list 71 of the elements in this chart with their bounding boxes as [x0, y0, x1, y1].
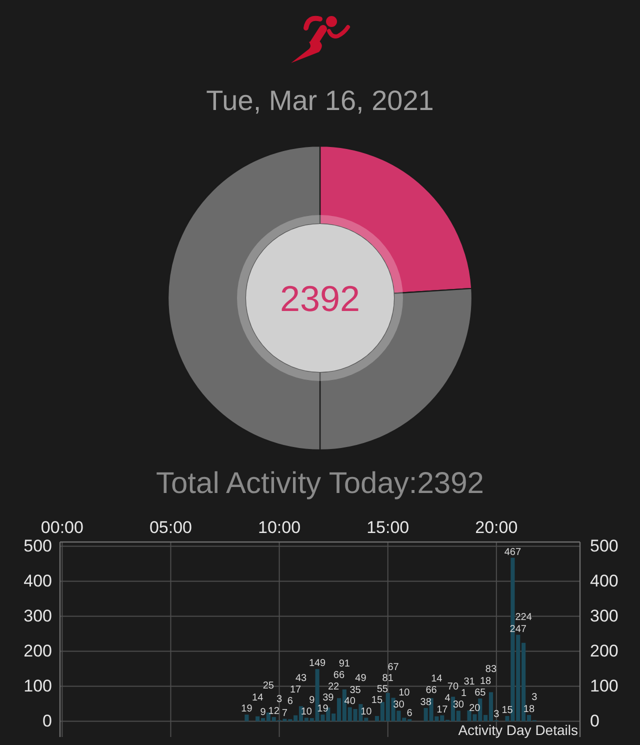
data-label: 30: [452, 700, 464, 711]
data-label: 7: [282, 708, 288, 719]
data-label: 25: [262, 680, 274, 692]
x-tick-label: 15:00: [366, 518, 410, 537]
data-label: 15: [502, 704, 514, 716]
data-label: 19: [317, 704, 329, 715]
data-label: 467: [504, 546, 522, 558]
data-label: 31: [464, 676, 476, 688]
x-tick-label: 00:00: [40, 518, 84, 537]
data-label: 3: [532, 692, 538, 704]
data-label: 18: [480, 676, 492, 687]
text: Total Activity Today:2392: [156, 467, 484, 500]
data-label: 224: [515, 612, 532, 623]
x-tick-label: 10:00: [258, 518, 301, 537]
data-label: 149: [308, 658, 326, 670]
data-label: 65: [474, 687, 486, 698]
data-label: 15: [371, 694, 383, 706]
chart-title: Tue, Mar 16, 2021: [206, 85, 434, 116]
data-label: 39: [322, 692, 334, 704]
data-label: 43: [295, 673, 307, 684]
y-tick-label: 200: [24, 642, 52, 661]
y2-tick-label: 400: [590, 572, 618, 591]
data-label: 18: [523, 704, 535, 715]
data-label: 22: [328, 682, 340, 693]
data-label: 91: [338, 658, 350, 670]
text: 2392: [280, 278, 360, 319]
y-tick-label: 300: [24, 606, 52, 626]
y2-tick-label: 100: [590, 676, 618, 696]
data-label: 3: [276, 694, 283, 706]
data-label: 6: [287, 696, 294, 708]
y2-tick-label: 300: [590, 606, 618, 626]
data-label: 10: [398, 688, 410, 699]
data-label: 55: [376, 684, 388, 695]
data-label: 17: [290, 684, 302, 696]
data-label: 40: [344, 696, 356, 708]
y-tick-label: 100: [24, 676, 52, 696]
data-label: 1: [461, 688, 468, 699]
data-label: 38: [420, 696, 432, 708]
data-label: 6: [406, 708, 413, 720]
y2-tick-label: 0: [590, 712, 600, 731]
x-tick-label: 20:00: [475, 518, 518, 537]
y2-tick-label: 500: [590, 536, 618, 556]
data-label: 20: [469, 703, 481, 714]
data-label: 10: [300, 706, 312, 718]
data-label: 3: [494, 709, 500, 720]
data-label: 83: [485, 664, 497, 676]
y2-tick-label: 200: [590, 642, 618, 661]
data-label: 49: [355, 673, 367, 684]
data-label: 247: [510, 624, 527, 635]
y-tick-label: 0: [42, 712, 52, 731]
data-label: 19: [241, 704, 253, 715]
data-label: 35: [350, 684, 362, 696]
data-label: 81: [382, 672, 394, 684]
data-label: 66: [426, 685, 438, 696]
data-label: 17: [436, 704, 448, 716]
data-label: 9: [309, 695, 316, 706]
data-label: 4: [444, 692, 451, 704]
data-label: 67: [388, 662, 400, 673]
data-label: 14: [252, 692, 264, 704]
data-label: 70: [447, 682, 459, 693]
data-label: 66: [333, 670, 345, 682]
data-label: 10: [360, 706, 372, 718]
data-label: 30: [393, 700, 405, 711]
bar: [244, 714, 249, 722]
data-label: 12: [268, 706, 280, 718]
annotation: Activity Day Details: [458, 722, 578, 738]
data-label: 14: [431, 673, 443, 684]
y-tick-label: 500: [24, 536, 52, 556]
data-label: 9: [260, 707, 266, 718]
y-tick-label: 400: [24, 572, 52, 591]
x-tick-label: 05:00: [149, 518, 192, 537]
